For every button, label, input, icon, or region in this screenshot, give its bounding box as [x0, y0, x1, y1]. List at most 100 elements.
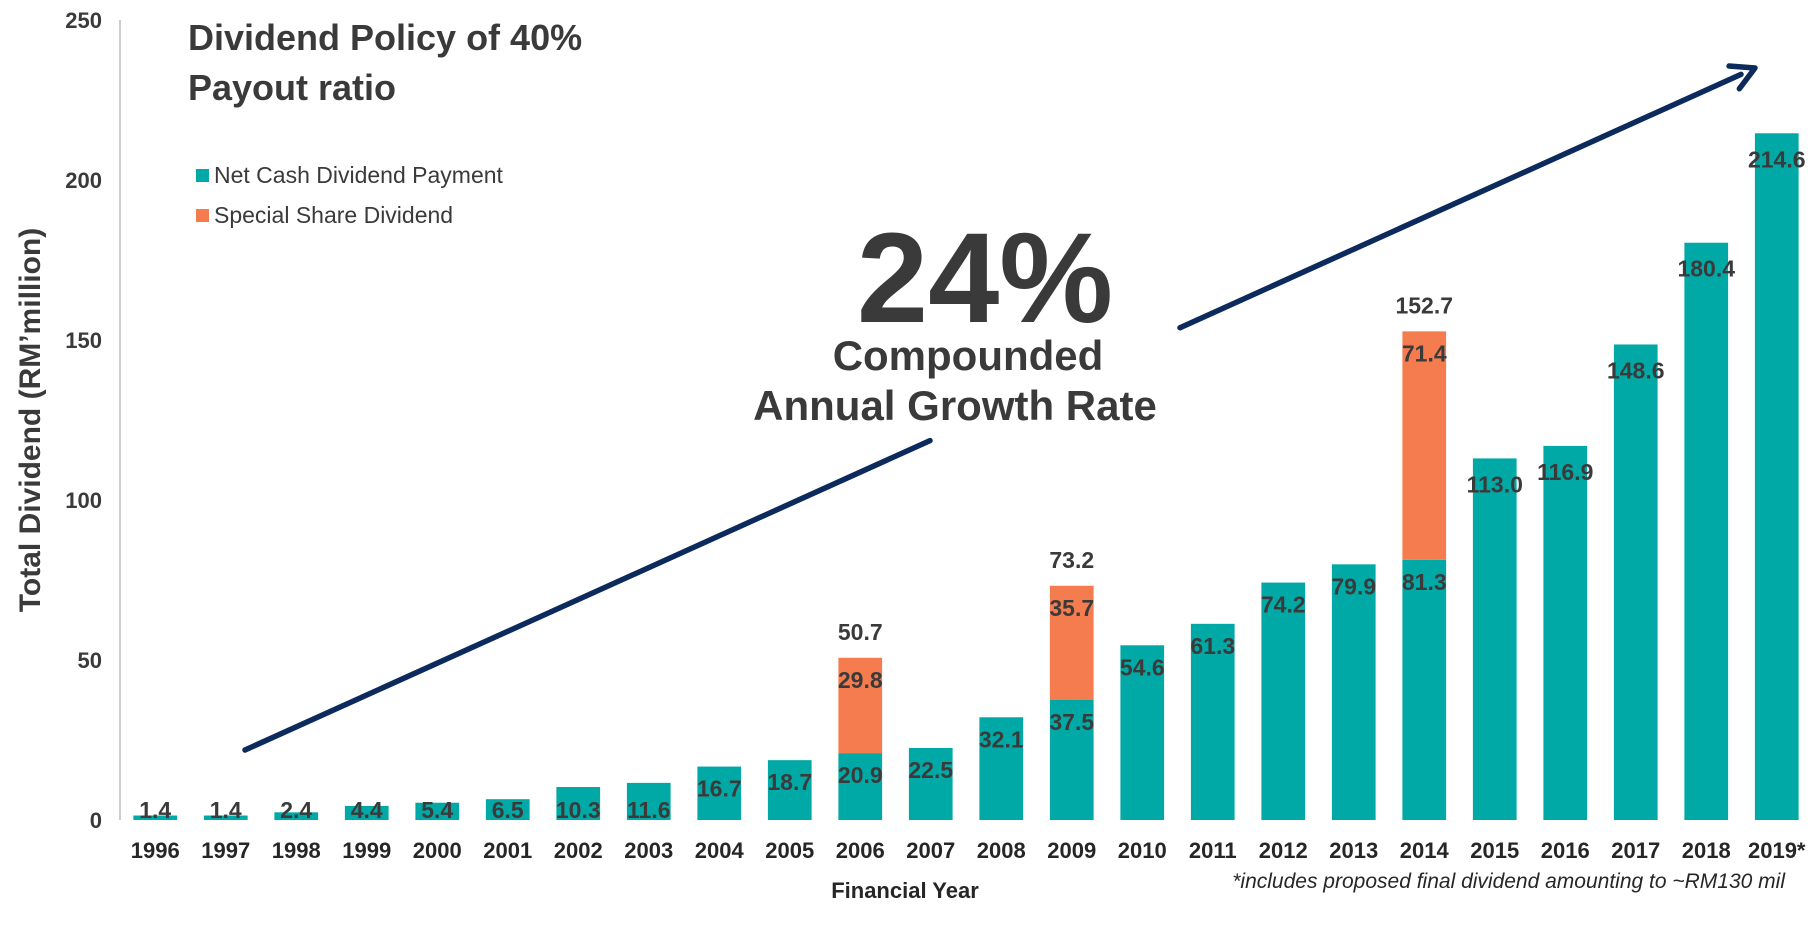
bar-net-cash-2009	[1049, 700, 1094, 820]
data-label-net-cash-2011: 61.3	[1190, 633, 1235, 659]
bar-net-cash-2017	[1613, 344, 1658, 820]
growth-arrow-segment-2	[1177, 71, 1744, 331]
data-label-net-cash-1998: 2.4	[280, 797, 312, 823]
labels-layer: 1.4 1.4 2.4 4.4 5.4 6.5 10.3 11.6 16.7 18.7 20.9 29…	[139, 146, 1805, 823]
data-label-special-share-2014: 71.4	[1402, 340, 1447, 366]
legend-swatch-special-share	[196, 209, 209, 222]
x-axis-label: Financial Year	[831, 878, 979, 903]
bar-net-cash-2010	[1120, 645, 1165, 820]
x-tick-label-1999: 1999	[342, 838, 391, 863]
bar-net-cash-1997	[203, 815, 248, 820]
bar-net-cash-2015	[1472, 458, 1517, 820]
x-tick-label-2003: 2003	[624, 838, 673, 863]
bar-net-cash-2013	[1331, 564, 1376, 820]
x-tick-label-2013: 2013	[1329, 838, 1378, 863]
data-label-net-cash-2005: 18.7	[767, 769, 812, 795]
y-tick-label-100: 100	[65, 488, 102, 513]
y-tick-label-250: 250	[65, 8, 102, 33]
bar-net-cash-2019*	[1754, 133, 1799, 820]
x-tick-label-2004: 2004	[695, 838, 745, 863]
bar-net-cash-2004	[697, 766, 742, 820]
bar-special-share-2014	[1402, 331, 1447, 560]
bar-net-cash-2018	[1684, 242, 1729, 821]
x-tick-label-2008: 2008	[977, 838, 1026, 863]
chart-title-line-1: Dividend Policy of 40%	[188, 17, 582, 58]
cagr-annotation: 24% Compounded Annual Growth Rate	[753, 207, 1157, 429]
bar-net-cash-2012	[1261, 582, 1306, 820]
data-label-net-cash-2006: 20.9	[838, 762, 883, 788]
bar-net-cash-2006	[838, 753, 883, 820]
data-label-net-cash-2016: 116.9	[1537, 459, 1593, 485]
data-label-net-cash-2015: 113.0	[1467, 471, 1523, 497]
x-tick-label-2019*: 2019*	[1748, 838, 1806, 863]
bar-net-cash-1998	[274, 812, 319, 820]
data-label-net-cash-2012: 74.2	[1261, 592, 1306, 618]
x-tick-label-2018: 2018	[1682, 838, 1731, 863]
bar-net-cash-1999	[344, 805, 389, 820]
data-label-net-cash-2013: 79.9	[1331, 573, 1376, 599]
data-label-special-share-2006: 29.8	[838, 667, 883, 693]
y-tick-label-50: 50	[78, 648, 102, 673]
growth-arrow-head	[1726, 63, 1758, 92]
x-tick-label-2001: 2001	[483, 838, 532, 863]
legend-swatch-net-cash	[196, 169, 209, 182]
chart-title-line-2: Payout ratio	[188, 67, 396, 108]
bars-layer	[133, 133, 1799, 821]
data-label-total-2014: 152.7	[1395, 292, 1453, 318]
data-label-net-cash-2007: 22.5	[908, 757, 953, 783]
x-tick-label-2010: 2010	[1118, 838, 1167, 863]
x-tick-label-2014: 2014	[1400, 838, 1450, 863]
x-tick-label-2017: 2017	[1611, 838, 1660, 863]
data-label-special-share-2009: 35.7	[1049, 595, 1094, 621]
x-tick-label-2011: 2011	[1189, 838, 1237, 863]
data-label-net-cash-2014: 81.3	[1402, 569, 1447, 595]
y-tick-label-200: 200	[65, 168, 102, 193]
x-tick-label-2009: 2009	[1047, 838, 1096, 863]
bar-net-cash-2016	[1543, 445, 1588, 820]
bar-net-cash-1996	[133, 815, 178, 820]
bar-net-cash-2002	[556, 787, 601, 820]
x-tick-label-2000: 2000	[413, 838, 462, 863]
bar-net-cash-2005	[767, 760, 812, 820]
data-label-net-cash-2010: 54.6	[1120, 654, 1165, 680]
legend-label-special-share: Special Share Dividend	[214, 202, 453, 228]
data-label-total-2006: 50.7	[838, 619, 883, 645]
x-tick-label-1998: 1998	[272, 838, 321, 863]
cagr-caption-line-2: Annual Growth Rate	[753, 382, 1157, 429]
data-label-net-cash-2001: 6.5	[492, 797, 524, 823]
bar-net-cash-2001	[485, 799, 530, 820]
bar-net-cash-2000	[415, 802, 460, 820]
y-axis-label: Total Dividend (RM’million)	[14, 228, 47, 612]
x-tick-label-2002: 2002	[554, 838, 603, 863]
footnote: *includes proposed final dividend amount…	[1232, 870, 1786, 893]
data-label-net-cash-2008: 32.1	[979, 726, 1024, 752]
legend-label-net-cash: Net Cash Dividend Payment	[214, 162, 504, 188]
x-tick-label-1997: 1997	[201, 838, 250, 863]
bar-special-share-2006	[838, 657, 883, 754]
cagr-value: 24%	[857, 207, 1113, 350]
data-label-net-cash-2004: 16.7	[697, 776, 742, 802]
legend: Net Cash Dividend Payment Special Share …	[196, 162, 504, 228]
bar-net-cash-2014	[1402, 559, 1447, 820]
y-tick-label-150: 150	[65, 328, 102, 353]
x-tick-label-2007: 2007	[906, 838, 955, 863]
bar-net-cash-2003	[626, 782, 671, 820]
data-label-net-cash-2002: 10.3	[556, 797, 601, 823]
data-label-net-cash-1999: 4.4	[351, 797, 383, 823]
growth-arrow	[242, 63, 1758, 753]
data-label-net-cash-1996: 1.4	[139, 797, 171, 823]
data-label-net-cash-1997: 1.4	[210, 797, 242, 823]
growth-arrow-segment-1	[242, 437, 933, 753]
data-label-net-cash-2017: 148.6	[1607, 357, 1665, 383]
cagr-caption-line-1: Compounded	[833, 332, 1104, 379]
y-tick-label-0: 0	[90, 808, 102, 833]
x-tick-label-2012: 2012	[1259, 838, 1308, 863]
data-label-net-cash-2009: 37.5	[1049, 709, 1094, 735]
data-label-net-cash-2018: 180.4	[1677, 256, 1735, 282]
x-tick-label-2015: 2015	[1470, 838, 1519, 863]
axis-layer: 0 50 100 150 200 250 1996 1997 1998 1999 2000 2001 2…	[65, 8, 1806, 863]
data-label-total-2009: 73.2	[1049, 547, 1094, 573]
x-tick-label-1996: 1996	[131, 838, 180, 863]
data-label-net-cash-2019*: 214.6	[1748, 146, 1806, 172]
bar-net-cash-2007	[908, 748, 953, 820]
